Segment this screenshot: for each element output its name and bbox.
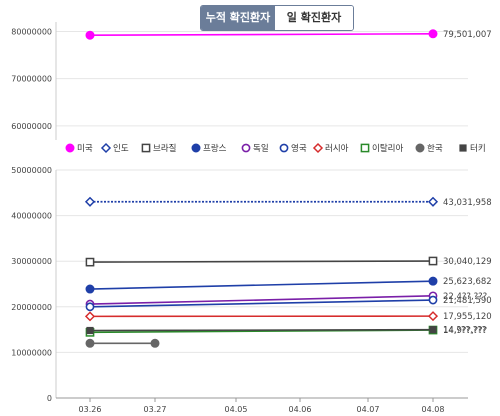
legend-label: 프랑스	[203, 143, 227, 154]
bottom-y-tick-label: 30000000	[11, 257, 52, 266]
x-tick-label: 04.05	[225, 405, 248, 414]
x-tick-label: 04.07	[357, 405, 380, 414]
legend-label: 인도	[113, 143, 129, 154]
bottom-series-point	[85, 338, 95, 348]
bottom-series-point	[85, 284, 95, 294]
legend-label: 터키	[470, 144, 486, 154]
bottom-series-point	[428, 295, 438, 305]
top-y-tick-label: 80000000	[11, 27, 52, 36]
legend-label: 한국	[427, 144, 443, 154]
bottom-end-value-label: 14,9??,???	[443, 326, 487, 336]
bottom-end-value-label: 30,040,129	[443, 257, 492, 267]
bottom-end-value-label: 14,???,???	[443, 326, 486, 336]
legend-label: 브라질	[153, 143, 176, 154]
chart-tab-group: 누적 확진환자 일 확진환자	[200, 5, 354, 31]
legend-marker	[241, 143, 251, 153]
top-y-tick-label: 70000000	[11, 75, 52, 84]
bottom-series-point	[86, 326, 94, 335]
bottom-y-tick-label: 0	[47, 394, 52, 403]
bottom-series-point	[428, 256, 438, 266]
legend-marker	[360, 143, 370, 153]
tab-cumulative-cases[interactable]: 누적 확진환자	[201, 6, 275, 30]
legend-marker	[279, 143, 289, 153]
bottom-end-value-label: 43,031,958	[443, 198, 492, 208]
x-tick-label: 04.08	[422, 405, 445, 414]
legend-marker	[141, 143, 151, 153]
bottom-y-tick-label: 50000000	[11, 166, 52, 175]
top-y-tick-label: 60000000	[11, 122, 52, 131]
top-series-point	[85, 30, 95, 40]
bottom-series-point	[427, 196, 439, 207]
bottom-y-tick-label: 20000000	[11, 303, 52, 312]
bottom-series-point	[428, 276, 438, 286]
x-tick-label: 04.06	[289, 405, 312, 414]
x-tick-label: 03.26	[79, 405, 102, 414]
bottom-end-value-label: 25,623,682	[443, 277, 492, 287]
legend-label: 독일	[253, 144, 269, 154]
legend-label: 이탈리아	[372, 143, 403, 154]
x-tick-label: 03.27	[144, 405, 167, 414]
bottom-series-point	[84, 196, 96, 207]
tab-daily-cases[interactable]: 일 확진환자	[275, 6, 353, 30]
bottom-end-value-label: 21,481,590	[443, 296, 492, 306]
bottom-end-value-label: 22,4??,???	[443, 292, 487, 302]
legend-marker	[415, 143, 425, 153]
bottom-y-tick-label: 10000000	[11, 348, 52, 357]
bottom-series-line	[89, 260, 434, 263]
bottom-y-tick-label: 40000000	[11, 212, 52, 221]
legend-marker	[65, 143, 75, 153]
legend-marker	[191, 143, 201, 153]
legend-label: 미국	[77, 144, 93, 154]
top-end-value-label: 79,501,007	[443, 30, 492, 40]
bottom-series-line	[89, 328, 434, 332]
legend-marker	[459, 144, 467, 152]
bottom-series-point	[85, 302, 95, 312]
bottom-series-line	[89, 299, 434, 308]
bottom-series-point	[150, 338, 160, 348]
bottom-series-point	[85, 257, 95, 267]
legend-label: 러시아	[325, 143, 349, 154]
top-series-point	[428, 29, 438, 39]
top-series-line	[89, 32, 434, 37]
legend-label: 영국	[291, 143, 307, 154]
bottom-series-line	[89, 280, 434, 290]
legend-marker	[100, 142, 112, 154]
bottom-end-value-label: 17,955,120	[443, 312, 492, 322]
bottom-series-point	[429, 326, 437, 334]
bottom-series-point	[84, 311, 96, 322]
bottom-series-point	[427, 311, 439, 322]
bottom-series-line	[89, 295, 434, 305]
legend-marker	[312, 142, 324, 154]
